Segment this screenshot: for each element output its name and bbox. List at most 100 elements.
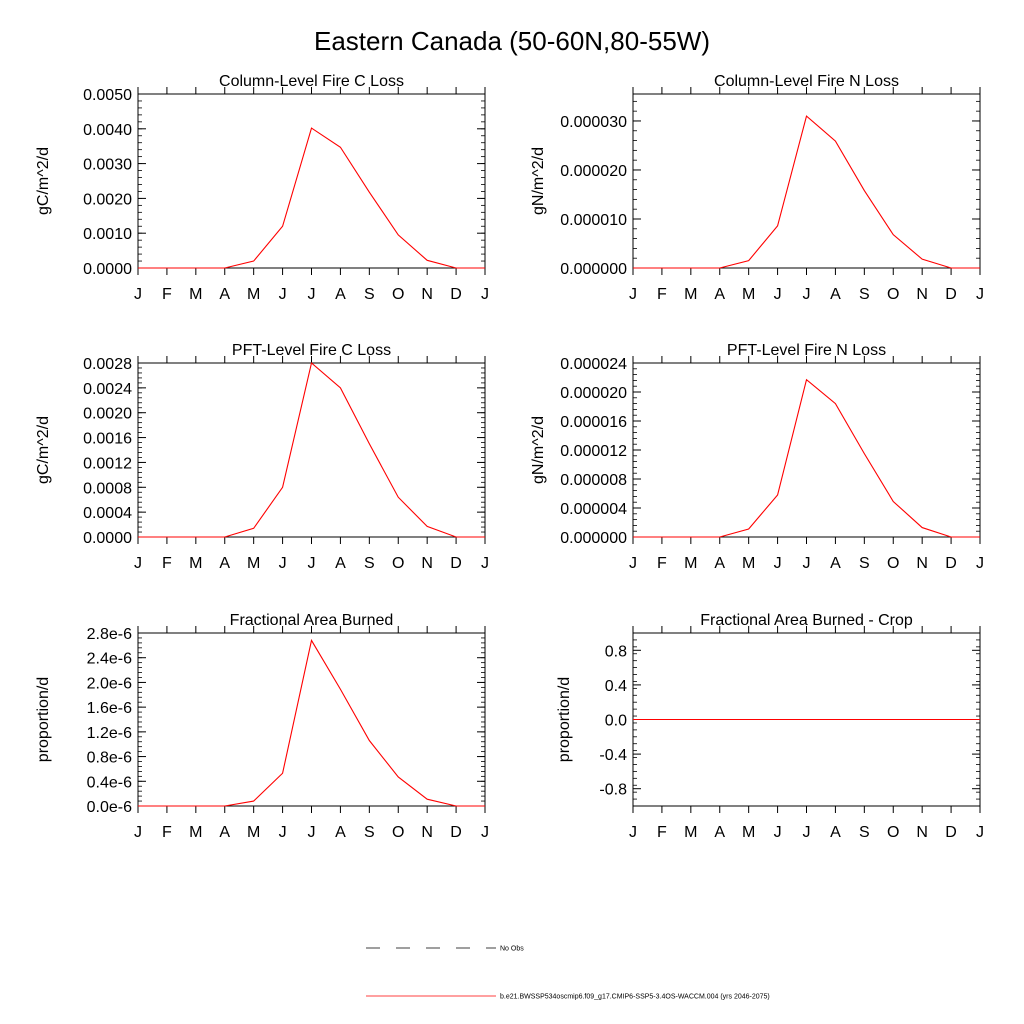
y-tick-label: 2.4e-6 [87, 651, 132, 668]
x-tick-label: F [162, 824, 172, 841]
x-tick-label: J [774, 555, 782, 572]
y-tick-label: 0.0020 [83, 191, 132, 208]
y-tick-label: 0.0010 [83, 226, 132, 243]
x-tick-label: J [481, 555, 489, 572]
chart-panel-6: Fractional Area Burned - Crop proportion/… [556, 612, 984, 841]
y-tick-label: 2.0e-6 [87, 675, 132, 692]
plot-frame [137, 93, 486, 269]
series-line [138, 638, 485, 807]
y-tick-label: 0.000020 [560, 385, 627, 402]
y-tick-label: 0.0004 [83, 505, 132, 522]
y-tick-label: -0.4 [599, 747, 627, 764]
y-axis-label: gC/m^2/d [35, 416, 52, 484]
y-tick-label: -0.8 [599, 782, 627, 799]
x-tick-label: M [684, 286, 697, 303]
y-axis-label: proportion/d [556, 677, 573, 762]
y-tick-label: 0.000020 [560, 163, 627, 180]
x-tick-label: J [308, 824, 316, 841]
x-tick-label: N [916, 824, 928, 841]
x-tick-label: S [859, 555, 870, 572]
series-line [138, 127, 485, 269]
legend-label-model: b.e21.BWSSP534oscmip6.f09_g17.CMIP6-SSP5… [500, 994, 770, 1001]
panels: Column-Level Fire C Loss gC/m^2/d 0.0000 0.… [35, 73, 984, 841]
y-tick-label: 0.0020 [83, 406, 132, 423]
x-tick-label: M [684, 555, 697, 572]
x-tick-label: J [976, 555, 984, 572]
x-tick-label: A [830, 824, 841, 841]
x-tick-label: M [247, 824, 260, 841]
y-tick-label: 0.0 [605, 713, 627, 730]
y-tick-label: 0.000008 [560, 472, 627, 489]
x-tick-label: J [774, 286, 782, 303]
x-tick-label: D [945, 555, 957, 572]
y-tick-label: 2.8e-6 [87, 626, 132, 643]
x-tick-label: J [279, 555, 287, 572]
y-tick-label: 0.000024 [560, 356, 627, 373]
y-tick-label: 0.4 [605, 678, 627, 695]
chart-panel-1: Column-Level Fire C Loss gC/m^2/d 0.0000 0.… [35, 73, 489, 303]
y-tick-label: 0.0e-6 [87, 799, 132, 816]
y-tick-label: 0.0024 [83, 381, 132, 398]
x-tick-label: O [887, 286, 899, 303]
x-tick-label: J [481, 286, 489, 303]
x-tick-label: J [976, 824, 984, 841]
x-tick-label: F [657, 555, 667, 572]
x-tick-label: N [916, 555, 928, 572]
y-tick-label: 0.8e-6 [87, 750, 132, 767]
y-tick-label: 0.0008 [83, 480, 132, 497]
x-tick-label: A [335, 555, 346, 572]
x-tick-label: M [189, 555, 202, 572]
x-tick-label: M [684, 824, 697, 841]
x-tick-label: A [335, 824, 346, 841]
y-axis-label: gC/m^2/d [35, 147, 52, 215]
y-tick-label: 0.0050 [83, 87, 132, 104]
x-tick-label: J [134, 824, 142, 841]
y-tick-label: 0.000016 [560, 414, 627, 431]
x-tick-label: N [916, 286, 928, 303]
figure-title: Eastern Canada (50-60N,80-55W) [314, 26, 710, 56]
y-tick-label: 1.2e-6 [87, 725, 132, 742]
x-tick-label: J [308, 286, 316, 303]
x-tick-label: S [859, 286, 870, 303]
series-line [633, 378, 980, 538]
panel-title: PFT-Level Fire C Loss [232, 342, 391, 359]
x-tick-label: S [364, 824, 375, 841]
x-tick-label: A [830, 555, 841, 572]
x-tick-label: M [742, 286, 755, 303]
x-tick-label: N [421, 555, 433, 572]
y-tick-label: 0.0030 [83, 157, 132, 174]
y-tick-label: 0.000030 [560, 114, 627, 131]
x-tick-label: D [450, 286, 462, 303]
x-tick-label: M [189, 286, 202, 303]
x-tick-label: J [481, 824, 489, 841]
x-tick-label: J [629, 824, 637, 841]
y-tick-label: 0.000000 [560, 261, 627, 278]
panel-title: Fractional Area Burned - Crop [700, 612, 913, 629]
chart-panel-3: PFT-Level Fire C Loss gC/m^2/d 0.0000 0.000… [35, 342, 489, 572]
y-tick-label: 0.000000 [560, 530, 627, 547]
x-tick-label: J [803, 555, 811, 572]
legend-label-no-obs: No Obs [500, 946, 524, 953]
y-tick-label: 0.8 [605, 643, 627, 660]
y-tick-label: 0.0012 [83, 455, 132, 472]
y-tick-label: 0.0040 [83, 122, 132, 139]
x-tick-label: F [162, 555, 172, 572]
x-tick-label: J [629, 286, 637, 303]
x-tick-label: D [450, 555, 462, 572]
y-tick-label: 0.000012 [560, 443, 627, 460]
chart-panel-5: Fractional Area Burned proportion/d 0.0e-6… [35, 612, 489, 841]
x-tick-label: F [657, 824, 667, 841]
y-tick-label: 0.000004 [560, 501, 627, 518]
x-tick-label: J [629, 555, 637, 572]
x-tick-label: A [714, 286, 725, 303]
x-tick-label: A [830, 286, 841, 303]
y-tick-label: 0.0000 [83, 261, 132, 278]
x-tick-label: D [945, 286, 957, 303]
panel-title: Fractional Area Burned [230, 612, 394, 629]
chart-panel-2: Column-Level Fire N Loss gN/m^2/d 0.000000… [530, 73, 984, 303]
x-tick-label: A [219, 286, 230, 303]
x-tick-label: N [421, 286, 433, 303]
y-tick-label: 1.6e-6 [87, 700, 132, 717]
x-tick-label: S [859, 824, 870, 841]
x-tick-label: J [279, 286, 287, 303]
